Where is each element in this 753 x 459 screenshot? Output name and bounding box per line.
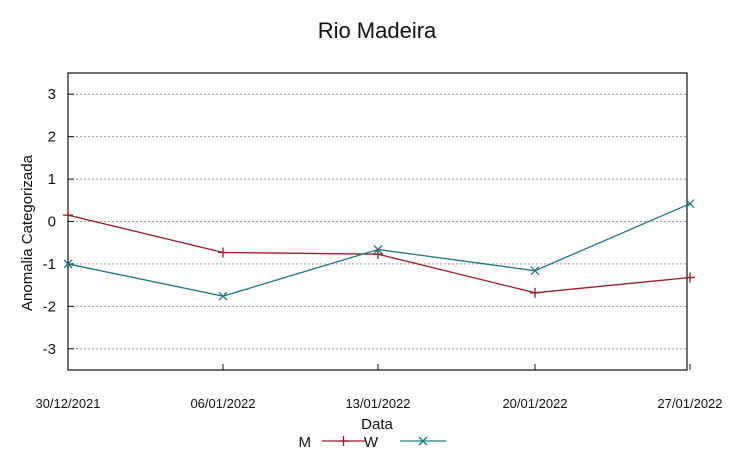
data-point-w: [530, 266, 540, 276]
x-axis-label: Data: [361, 416, 393, 433]
x-axis: 30/12/2021 06/01/2022 13/01/2022 20/01/2022…: [35, 364, 723, 411]
y-axis-label: Anomalia Categorizada: [19, 154, 36, 311]
data-point-w: [63, 259, 73, 269]
x-tick-label: 06/01/2022: [190, 396, 255, 411]
x-tick-label: 13/01/2022: [345, 396, 410, 411]
data-point-m: [685, 272, 695, 283]
y-tick-label: 2: [48, 129, 56, 146]
chart-title: Rio Madeira: [318, 18, 437, 43]
series-group: [63, 199, 695, 301]
data-point-w: [685, 199, 695, 209]
data-point-w: [218, 291, 228, 301]
data-point-m: [63, 210, 73, 221]
legend-label-w: W: [364, 434, 379, 451]
legend-label-m: M: [299, 434, 312, 451]
data-point-w: [373, 245, 383, 254]
y-tick-label: 0: [48, 214, 56, 231]
y-tick-label: -3: [43, 341, 56, 358]
data-point-m: [218, 247, 228, 258]
x-tick-label: 30/12/2021: [35, 396, 100, 411]
y-tick-label: -2: [43, 298, 56, 315]
y-axis: 3 2 1 0 -1 -2 -3: [43, 86, 74, 358]
gridlines: [68, 93, 687, 350]
y-tick-label: 1: [48, 171, 56, 188]
y-tick-label: 3: [48, 86, 56, 103]
y-tick-label: -1: [43, 256, 56, 273]
data-point-m: [373, 249, 383, 260]
legend-marker-m: [338, 436, 349, 446]
x-tick-label: 27/01/2022: [657, 396, 722, 411]
data-point-m: [530, 287, 540, 298]
x-tick-label: 20/01/2022: [502, 396, 567, 411]
legend-marker-w: [418, 436, 428, 446]
